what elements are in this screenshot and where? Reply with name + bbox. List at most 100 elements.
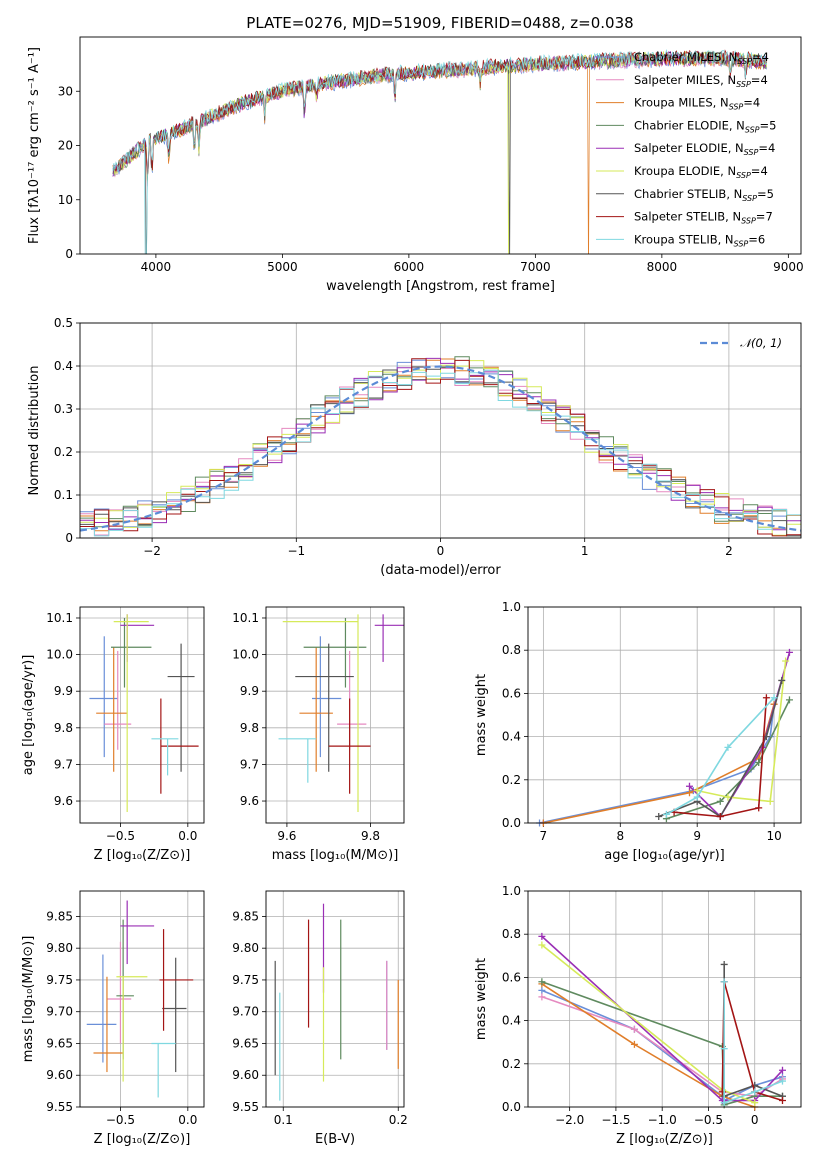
- legend-entry: Kroupa ELODIE, NSSP=4: [634, 164, 768, 180]
- y-tick-label: 9.70: [46, 1005, 73, 1019]
- y-tick-label: 9.80: [46, 941, 73, 955]
- y-tick-label: 1.0: [502, 600, 521, 614]
- x-axis-label: Z [log₁₀(Z/Z⊙)]: [94, 848, 191, 863]
- x-axis-label: E(B-V): [315, 1132, 355, 1147]
- y-tick-label: 9.55: [232, 1100, 259, 1114]
- x-tick-label: 9000: [773, 260, 804, 274]
- plot-frame: [79, 322, 802, 539]
- y-tick-label: 9.7: [240, 757, 259, 771]
- weight-marker: [766, 797, 774, 805]
- x-tick-label: −1.0: [648, 1113, 677, 1127]
- y-tick-label: 9.65: [46, 1036, 73, 1050]
- y-tick-label: 9.65: [232, 1036, 259, 1050]
- x-tick-label: 2: [725, 544, 733, 558]
- y-tick-label: 9.8: [240, 721, 259, 735]
- histogram-step: [80, 360, 801, 536]
- y-tick-label: 0.8: [502, 643, 521, 657]
- y-tick-label: 0.2: [502, 1057, 521, 1071]
- weight-marker: [538, 993, 546, 1001]
- plot-frame: [265, 890, 405, 1108]
- plot-frame: [79, 36, 802, 255]
- x-tick-label: 0.2: [389, 1113, 408, 1127]
- y-tick-label: 9.75: [46, 973, 73, 987]
- x-tick-label: 9: [693, 829, 701, 843]
- weight-marker: [716, 813, 724, 821]
- x-tick-label: −1.5: [601, 1113, 630, 1127]
- y-tick-label: 0.5: [54, 316, 73, 330]
- histogram-step: [80, 369, 801, 537]
- y-axis-label: mass weight: [474, 958, 489, 1040]
- x-axis-label: Z [log₁₀(Z/Z⊙)]: [616, 1132, 713, 1147]
- legend-entry: Salpeter MILES, NSSP=4: [634, 73, 768, 89]
- histogram-step: [80, 366, 801, 537]
- x-tick-label: 0: [751, 1113, 759, 1127]
- weight-marker: [538, 941, 546, 949]
- y-tick-label: 9.75: [232, 973, 259, 987]
- y-tick-label: 0.3: [54, 402, 73, 416]
- y-tick-label: 1.0: [502, 884, 521, 898]
- legend-entry: Chabrier MILES, NSSP=4: [634, 50, 769, 66]
- y-tick-label: 9.7: [54, 757, 73, 771]
- legend-entry: 𝒩(0, 1): [740, 336, 782, 350]
- y-tick-label: 9.70: [232, 1005, 259, 1019]
- x-tick-label: 1: [581, 544, 589, 558]
- weight-marker: [716, 797, 724, 805]
- y-tick-label: 9.9: [240, 684, 259, 698]
- legend-entry: Salpeter ELODIE, NSSP=4: [634, 141, 775, 157]
- x-tick-label: 8: [616, 829, 624, 843]
- y-tick-label: 9.80: [232, 941, 259, 955]
- weight-marker: [755, 759, 763, 767]
- weight-line: [674, 697, 768, 818]
- x-tick-label: −0.5: [106, 1113, 135, 1127]
- y-tick-label: 10.0: [46, 648, 73, 662]
- y-tick-label: 0.1: [54, 488, 73, 502]
- weight-marker: [778, 1066, 786, 1074]
- y-tick-label: 30: [58, 84, 73, 98]
- plot-frame: [265, 606, 405, 824]
- x-tick-label: −0.5: [106, 829, 135, 843]
- weight-marker: [693, 793, 701, 801]
- y-tick-label: 0.4: [502, 1014, 521, 1028]
- spectrum-line: [112, 49, 767, 254]
- y-tick-label: 0: [65, 531, 73, 545]
- weight-marker: [778, 1077, 786, 1085]
- x-tick-label: 4000: [141, 260, 172, 274]
- x-axis-label: wavelength [Angstrom, rest frame]: [326, 279, 555, 294]
- y-tick-label: 9.60: [232, 1068, 259, 1082]
- x-tick-label: 6000: [394, 260, 425, 274]
- x-tick-label: 0.0: [178, 1113, 197, 1127]
- x-tick-label: −1: [287, 544, 305, 558]
- y-tick-label: 9.6: [240, 794, 259, 808]
- plot-frame: [527, 606, 802, 824]
- weight-marker: [724, 743, 732, 751]
- y-axis-label: Normed distribution: [27, 366, 42, 496]
- weight-marker: [685, 789, 693, 797]
- legend-entry: Chabrier ELODIE, NSSP=5: [634, 118, 776, 134]
- weight-marker: [755, 804, 763, 812]
- x-tick-label: −2: [143, 544, 161, 558]
- weight-marker: [655, 813, 663, 821]
- x-tick-label: 7: [540, 829, 548, 843]
- weight-marker: [662, 810, 670, 818]
- weight-marker: [770, 694, 778, 702]
- plot-frame: [527, 890, 802, 1108]
- x-tick-label: 8000: [647, 260, 678, 274]
- legend-entry: Kroupa MILES, NSSP=4: [634, 96, 760, 112]
- weight-marker: [685, 782, 693, 790]
- x-tick-label: 7000: [520, 260, 551, 274]
- plot-frame: [79, 606, 205, 824]
- x-tick-label: 9.8: [361, 829, 380, 843]
- weight-line: [541, 983, 755, 1107]
- weight-marker: [693, 787, 701, 795]
- y-tick-label: 20: [58, 139, 73, 153]
- x-tick-label: 0: [437, 544, 445, 558]
- weight-line: [543, 703, 775, 823]
- weight-marker: [778, 676, 786, 684]
- weight-line: [666, 697, 775, 816]
- y-axis-label: mass [log₁₀(M/M⊙)]: [21, 936, 36, 1063]
- y-tick-label: 9.60: [46, 1068, 73, 1082]
- weight-marker: [630, 1040, 638, 1048]
- x-tick-label: 5000: [267, 260, 298, 274]
- y-tick-label: 0: [65, 247, 73, 261]
- y-tick-label: 0.0: [502, 816, 521, 830]
